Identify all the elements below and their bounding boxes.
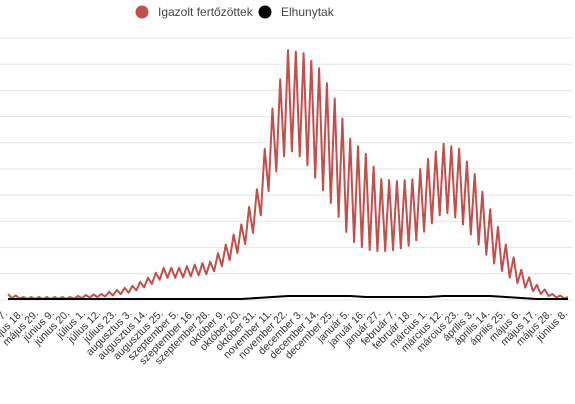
- legend-item-deaths[interactable]: Elhunytak: [258, 5, 335, 19]
- legend-marker-cases: [135, 5, 149, 19]
- legend-label-cases: Igazolt fertőzöttek: [158, 5, 254, 19]
- legend[interactable]: Igazolt fertőzöttek Elhunytak: [135, 5, 335, 19]
- legend-marker-deaths: [258, 5, 272, 19]
- gridlines: [0, 37, 572, 301]
- legend-item-cases[interactable]: Igazolt fertőzöttek: [135, 5, 254, 19]
- x-axis-tick-labels: május 7.május 18.május 29.június 9.júniu…: [0, 308, 570, 368]
- series-line-cases: [7, 49, 569, 300]
- legend-label-deaths: Elhunytak: [281, 5, 335, 19]
- series-line-deaths: [8, 295, 568, 300]
- series-lines: [7, 49, 569, 300]
